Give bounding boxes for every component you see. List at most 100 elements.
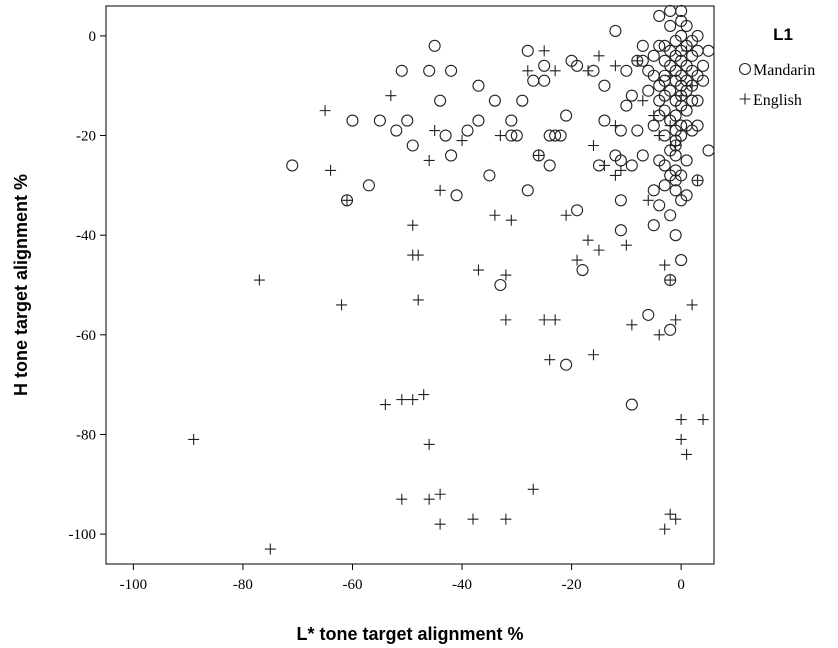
point-mandarin: [505, 114, 518, 127]
legend: L1 Mandarin English: [738, 25, 815, 109]
point-mandarin: [390, 124, 403, 137]
point-english: [500, 269, 512, 281]
point-english: [188, 433, 200, 445]
point-english: [544, 354, 556, 366]
point-english: [434, 184, 446, 196]
point-english: [653, 130, 665, 142]
point-mandarin: [560, 109, 573, 122]
point-mandarin: [669, 184, 682, 197]
point-mandarin: [680, 104, 693, 117]
point-english: [582, 234, 594, 246]
point-english: [664, 508, 676, 520]
y-tick-label: 0: [89, 29, 97, 45]
point-mandarin: [669, 229, 682, 242]
x-tick-label: -40: [452, 577, 472, 593]
point-mandarin: [691, 119, 704, 132]
point-mandarin: [636, 39, 649, 52]
point-english: [587, 349, 599, 361]
point-english: [325, 164, 337, 176]
point-english: [412, 294, 424, 306]
point-english: [670, 140, 682, 151]
point-english: [494, 130, 506, 142]
point-english: [653, 329, 665, 341]
point-english: [593, 244, 605, 256]
point-mandarin: [598, 114, 611, 127]
point-mandarin: [423, 64, 436, 77]
point-english: [560, 209, 572, 221]
legend-marker-circle: [738, 62, 752, 76]
point-english: [571, 254, 583, 266]
point-english: [549, 314, 561, 326]
point-mandarin: [560, 358, 573, 371]
point-english: [253, 274, 265, 286]
legend-title: L1: [773, 25, 793, 44]
point-mandarin: [696, 59, 710, 72]
point-mandarin: [625, 159, 638, 172]
point-mandarin: [395, 64, 408, 77]
plot-area: [105, 5, 715, 565]
point-mandarin: [680, 189, 693, 202]
point-english: [675, 433, 687, 445]
point-english: [538, 45, 550, 57]
series-english: [188, 45, 709, 555]
point-english: [533, 149, 545, 161]
point-mandarin: [434, 94, 447, 107]
point-mandarin: [373, 114, 386, 127]
point-mandarin: [554, 129, 567, 142]
point-english: [686, 299, 698, 311]
y-tick-label: -80: [76, 427, 96, 443]
x-tick-label: -80: [233, 577, 253, 593]
legend-label-mandarin: Mandarin: [753, 62, 815, 79]
point-english: [648, 110, 660, 122]
point-english: [434, 518, 446, 530]
point-mandarin: [614, 224, 627, 237]
point-english: [609, 60, 621, 72]
point-mandarin: [445, 64, 458, 77]
point-english: [587, 140, 599, 151]
point-mandarin: [636, 149, 649, 162]
point-english: [336, 299, 348, 311]
point-english: [626, 319, 638, 331]
point-mandarin: [472, 114, 485, 127]
point-english: [472, 264, 484, 276]
point-english: [609, 169, 621, 181]
point-english: [620, 239, 632, 251]
point-english: [407, 219, 419, 231]
point-mandarin: [571, 204, 584, 217]
point-english: [500, 314, 512, 326]
y-tick-label: -100: [69, 527, 97, 543]
legend-label-english: English: [753, 92, 802, 109]
point-english: [659, 523, 671, 535]
point-mandarin: [642, 308, 655, 321]
point-english: [598, 159, 610, 171]
point-english: [412, 249, 424, 261]
point-english: [319, 105, 331, 117]
point-mandarin: [494, 278, 507, 292]
point-mandarin: [483, 169, 496, 182]
point-english: [264, 543, 276, 555]
point-mandarin: [669, 109, 682, 122]
point-mandarin: [675, 29, 688, 42]
point-english: [631, 55, 643, 67]
point-mandarin: [702, 44, 715, 57]
data-points: [188, 4, 715, 555]
legend-marker-english: [739, 93, 751, 105]
point-english: [675, 90, 687, 102]
point-mandarin: [664, 209, 677, 222]
point-mandarin: [510, 129, 523, 142]
point-mandarin: [543, 159, 556, 172]
point-mandarin: [664, 19, 677, 32]
point-mandarin: [461, 124, 474, 137]
point-mandarin: [691, 29, 704, 42]
point-mandarin: [675, 4, 688, 18]
point-english: [664, 120, 676, 132]
point-english: [681, 45, 693, 57]
point-mandarin: [472, 79, 485, 92]
point-mandarin: [675, 254, 688, 267]
point-mandarin: [488, 94, 501, 107]
point-english: [423, 438, 435, 450]
legend-marker-plus: [739, 93, 751, 105]
y-tick-label: -40: [76, 228, 96, 244]
point-mandarin: [346, 114, 359, 127]
point-mandarin: [658, 159, 671, 172]
